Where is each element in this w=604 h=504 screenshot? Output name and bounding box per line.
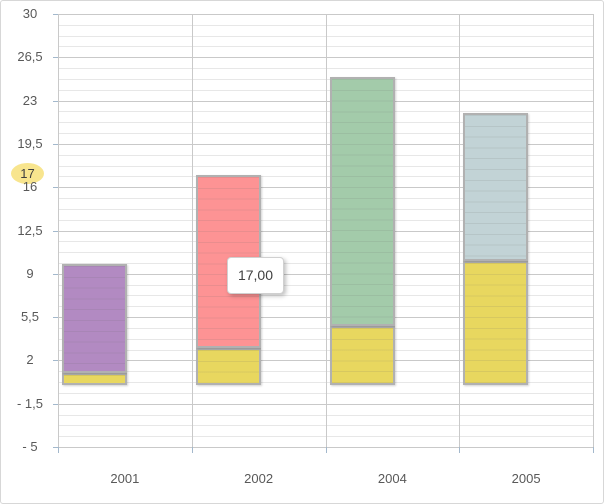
- y-axis-tick: [53, 360, 58, 362]
- y-axis-label: 30: [22, 6, 38, 21]
- y-axis-tick: [53, 100, 58, 102]
- y-axis-tick: [53, 273, 58, 275]
- y-axis-label: - 5: [22, 439, 38, 454]
- bar-2004-segment-2[interactable]: [329, 77, 395, 326]
- category-gridline: [593, 14, 594, 447]
- y-axis-tick: [53, 403, 58, 405]
- y-axis-tick: [53, 143, 58, 145]
- bar-2001-segment-1[interactable]: [62, 372, 127, 386]
- value-tooltip[interactable]: 17,00: [227, 257, 284, 294]
- x-axis-tick: [191, 447, 193, 453]
- x-axis-label: 2004: [377, 471, 407, 486]
- y-axis-tick: [53, 187, 58, 189]
- axis-highlight-ellipse[interactable]: 17: [11, 163, 44, 184]
- category-gridline: [459, 14, 461, 447]
- category-gridline: [325, 14, 327, 447]
- axis-highlight-value: 17: [20, 166, 35, 181]
- x-axis-label: 2002: [244, 471, 274, 486]
- x-axis-tick: [459, 447, 461, 453]
- value-tooltip-text: 17,00: [237, 267, 274, 283]
- x-axis-tick: [325, 447, 327, 453]
- y-axis-tick: [53, 317, 58, 319]
- bar-2001-segment-2[interactable]: [62, 263, 127, 373]
- x-axis-label: 2005: [511, 471, 541, 486]
- y-axis-label: 19,5: [17, 135, 43, 151]
- x-axis-label: 2001: [110, 471, 140, 486]
- y-axis-label: - 1,5: [16, 395, 43, 411]
- y-axis-label: 12,5: [17, 222, 43, 238]
- bar-2004-segment-1[interactable]: [329, 325, 395, 386]
- y-axis-tick: [53, 230, 58, 232]
- x-axis-tick: [58, 447, 59, 453]
- y-axis-label: 2: [26, 352, 34, 368]
- y-axis-label: 5,5: [20, 309, 40, 325]
- y-axis-tick: [53, 57, 58, 59]
- plot-area: [58, 14, 594, 448]
- y-axis-label: 23: [22, 92, 38, 108]
- category-gridline: [58, 14, 59, 447]
- x-axis-tick: [593, 447, 594, 453]
- y-axis-label: 9: [26, 265, 34, 281]
- bar-2005-segment-2[interactable]: [463, 112, 529, 262]
- y-axis-label: 16: [22, 179, 38, 195]
- category-gridline: [191, 14, 193, 447]
- bar-2005-segment-1[interactable]: [463, 261, 529, 386]
- y-axis-label: 26,5: [17, 49, 43, 65]
- bar-2002-segment-1[interactable]: [195, 348, 261, 386]
- y-axis-tick: [53, 447, 58, 448]
- y-axis-tick: [53, 14, 58, 15]
